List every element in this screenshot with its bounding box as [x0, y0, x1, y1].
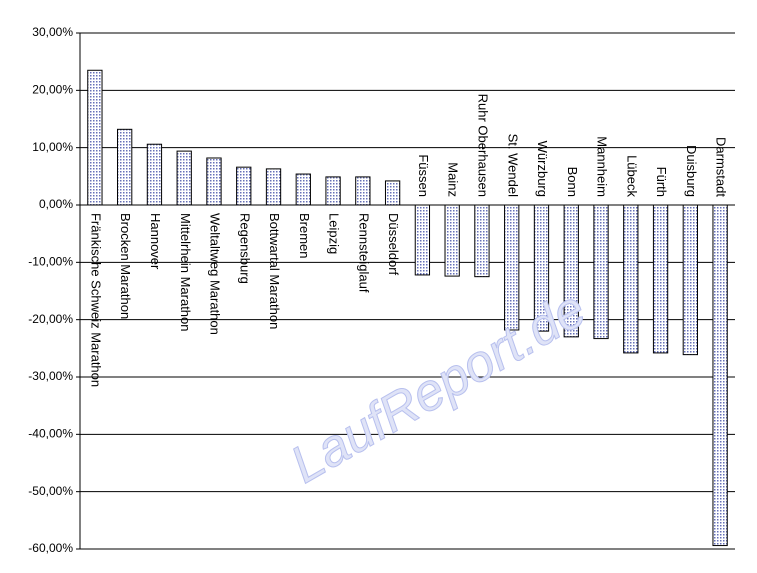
bar: [325, 176, 341, 206]
watermark: LaufReport.de: [281, 280, 595, 495]
y-tick-label: 10,00%: [32, 140, 73, 154]
x-tick-label: Darmstadt: [714, 137, 729, 197]
y-tick-label: 20,00%: [32, 83, 73, 97]
bar: [474, 204, 490, 278]
bar: [384, 180, 401, 206]
bar: [682, 204, 698, 356]
x-tick-label: Fürth: [654, 167, 669, 197]
y-tick-label: -20,00%: [28, 312, 73, 326]
bar: [176, 150, 192, 206]
x-tick-label: Brocken Marathon: [118, 213, 133, 319]
bar: [117, 128, 133, 206]
bar: [504, 204, 520, 331]
bar: [355, 176, 371, 206]
y-tick-label: -40,00%: [28, 427, 73, 441]
bar: [206, 157, 222, 206]
bar: [236, 166, 252, 206]
x-tick-label: Mittelrhein Marathon: [178, 213, 193, 332]
y-tick-label: -50,00%: [28, 484, 73, 498]
bar: [593, 204, 609, 340]
bar: [652, 204, 669, 354]
bar: [146, 143, 163, 206]
x-tick-label: Fränkische Schweiz Marathon: [88, 213, 103, 387]
bar: [563, 204, 579, 338]
x-tick-label: Füssen: [416, 154, 431, 197]
x-tick-label: Hannover: [148, 213, 163, 270]
x-tick-label: Regensburg: [237, 213, 252, 284]
bar: [533, 204, 550, 332]
x-tick-label: Würzburg: [535, 141, 550, 197]
x-tick-label: Mannheim: [595, 136, 610, 197]
bar: [414, 204, 431, 276]
bar: [265, 168, 282, 206]
x-tick-label: Lübeck: [624, 155, 639, 197]
x-tick-label: Leipzig: [327, 213, 342, 254]
x-tick-label: Bremen: [297, 213, 312, 259]
y-tick-label: -60,00%: [28, 541, 73, 555]
x-tick-label: Bonn: [565, 167, 580, 197]
x-tick-label: Rennsteiglauf: [356, 213, 371, 293]
x-tick-label: Bottwartal Marathon: [267, 213, 282, 329]
y-tick-label: -30,00%: [28, 369, 73, 383]
bar: [444, 204, 460, 277]
x-tick-label: Ruhr Oberhausen: [475, 94, 490, 197]
y-tick-label: 30,00%: [32, 25, 73, 39]
y-tick-label: -10,00%: [28, 255, 73, 269]
x-tick-label: Duisburg: [684, 145, 699, 197]
bar: [623, 204, 639, 354]
x-tick-label: St. Wendel: [505, 134, 520, 197]
bar: [295, 173, 311, 206]
bar: [712, 204, 728, 547]
x-tick-label: Weltaltweg Marathon: [208, 213, 223, 335]
x-tick-label: Düsseldorf: [386, 213, 401, 276]
x-tick-label: Mainz: [446, 162, 461, 197]
bar: [87, 69, 103, 206]
y-tick-label: 0,00%: [39, 197, 73, 211]
